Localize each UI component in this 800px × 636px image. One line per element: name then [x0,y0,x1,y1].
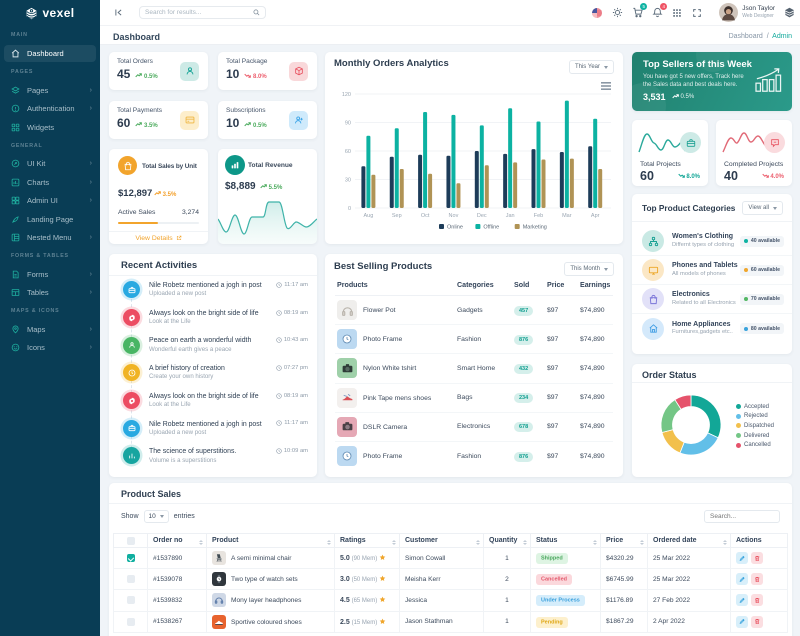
svg-text:Dec: Dec [477,213,487,219]
svg-text:Jan: Jan [506,213,515,219]
svg-text:Mar: Mar [562,213,572,219]
svg-text:90: 90 [345,121,351,127]
svg-text:Offline: Offline [483,225,499,231]
svg-text:Oct: Oct [421,213,430,219]
svg-text:0: 0 [348,206,351,212]
svg-text:30: 30 [345,178,351,184]
svg-text:Nov: Nov [449,213,459,219]
svg-text:Online: Online [447,225,463,231]
svg-text:Apr: Apr [591,213,600,219]
svg-text:Sep: Sep [392,213,402,219]
svg-text:Marketing: Marketing [523,225,547,231]
svg-text:120: 120 [342,92,351,98]
svg-text:60: 60 [345,149,351,155]
svg-text:Feb: Feb [534,213,543,219]
svg-text:Aug: Aug [364,213,374,219]
